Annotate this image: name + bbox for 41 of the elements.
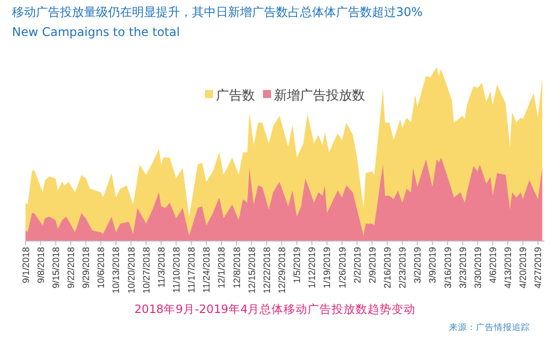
x-tick-label: 10/13/2018 bbox=[111, 247, 122, 294]
x-tick-label: 2/16/2019 bbox=[382, 247, 392, 288]
legend-label: 广告数 bbox=[216, 88, 255, 104]
x-tick-label: 12/8/2018 bbox=[232, 247, 242, 288]
x-tick-label: 4/13/2019 bbox=[503, 247, 514, 288]
x-tick-label: 1/19/2019 bbox=[322, 247, 332, 288]
x-tick-label: 12/22/2018 bbox=[262, 247, 272, 294]
x-tick-label: 2/9/2019 bbox=[367, 247, 378, 284]
source-note: 来源：广告情报追踪 bbox=[449, 322, 530, 333]
chart-subtitle: New Campaigns to the total bbox=[12, 25, 180, 39]
x-tick-label: 2/23/2019 bbox=[398, 247, 408, 288]
x-tick-label: 3/9/2019 bbox=[428, 247, 438, 284]
x-tick-label: 12/1/2018 bbox=[216, 247, 227, 288]
chart-title: 移动广告投放量级仍在明显提升，其中日新增广告数占总体体广告数超过30% bbox=[12, 5, 423, 19]
x-tick-label: 4/27/2019 bbox=[533, 247, 544, 288]
legend-label: 新增广告投放数 bbox=[274, 88, 365, 104]
x-tick-label: 1/26/2019 bbox=[337, 247, 348, 288]
x-tick-label: 3/2/2019 bbox=[412, 247, 423, 284]
x-tick-label: 12/29/2018 bbox=[276, 247, 287, 294]
x-tick-label: 9/15/2018 bbox=[50, 247, 61, 288]
x-tick-label: 10/27/2018 bbox=[141, 247, 152, 294]
x-tick-label: 2/2/2019 bbox=[352, 247, 362, 284]
x-tick-label: 1/5/2019 bbox=[292, 247, 302, 284]
x-tick-label: 9/29/2018 bbox=[81, 247, 92, 288]
x-tick-label: 10/6/2018 bbox=[96, 247, 106, 288]
x-tick-label: 3/30/2019 bbox=[472, 247, 483, 288]
x-tick-label: 9/1/2018 bbox=[20, 247, 31, 284]
x-tick-label: 4/6/2019 bbox=[488, 247, 498, 284]
x-axis-title: 2018年9月-2019年4月总体移动广告投放数趋势变动 bbox=[134, 302, 416, 316]
x-tick-label: 11/24/2018 bbox=[202, 247, 212, 293]
x-tick-label: 1/12/2019 bbox=[307, 247, 318, 288]
x-tick-label: 11/10/2018 bbox=[171, 247, 182, 293]
x-tick-label: 3/16/2019 bbox=[442, 247, 453, 288]
x-tick-label: 10/20/2018 bbox=[126, 247, 136, 294]
x-tick-label: 9/8/2018 bbox=[36, 247, 46, 284]
x-tick-label: 12/15/2018 bbox=[246, 247, 257, 294]
x-tick-label: 9/22/2018 bbox=[66, 247, 76, 288]
x-tick-label: 11/3/2018 bbox=[156, 247, 166, 288]
x-tick-label: 11/17/2018 bbox=[186, 247, 197, 293]
x-tick-label: 4/20/2019 bbox=[518, 247, 528, 288]
x-tick-label: 3/23/2019 bbox=[458, 247, 468, 288]
